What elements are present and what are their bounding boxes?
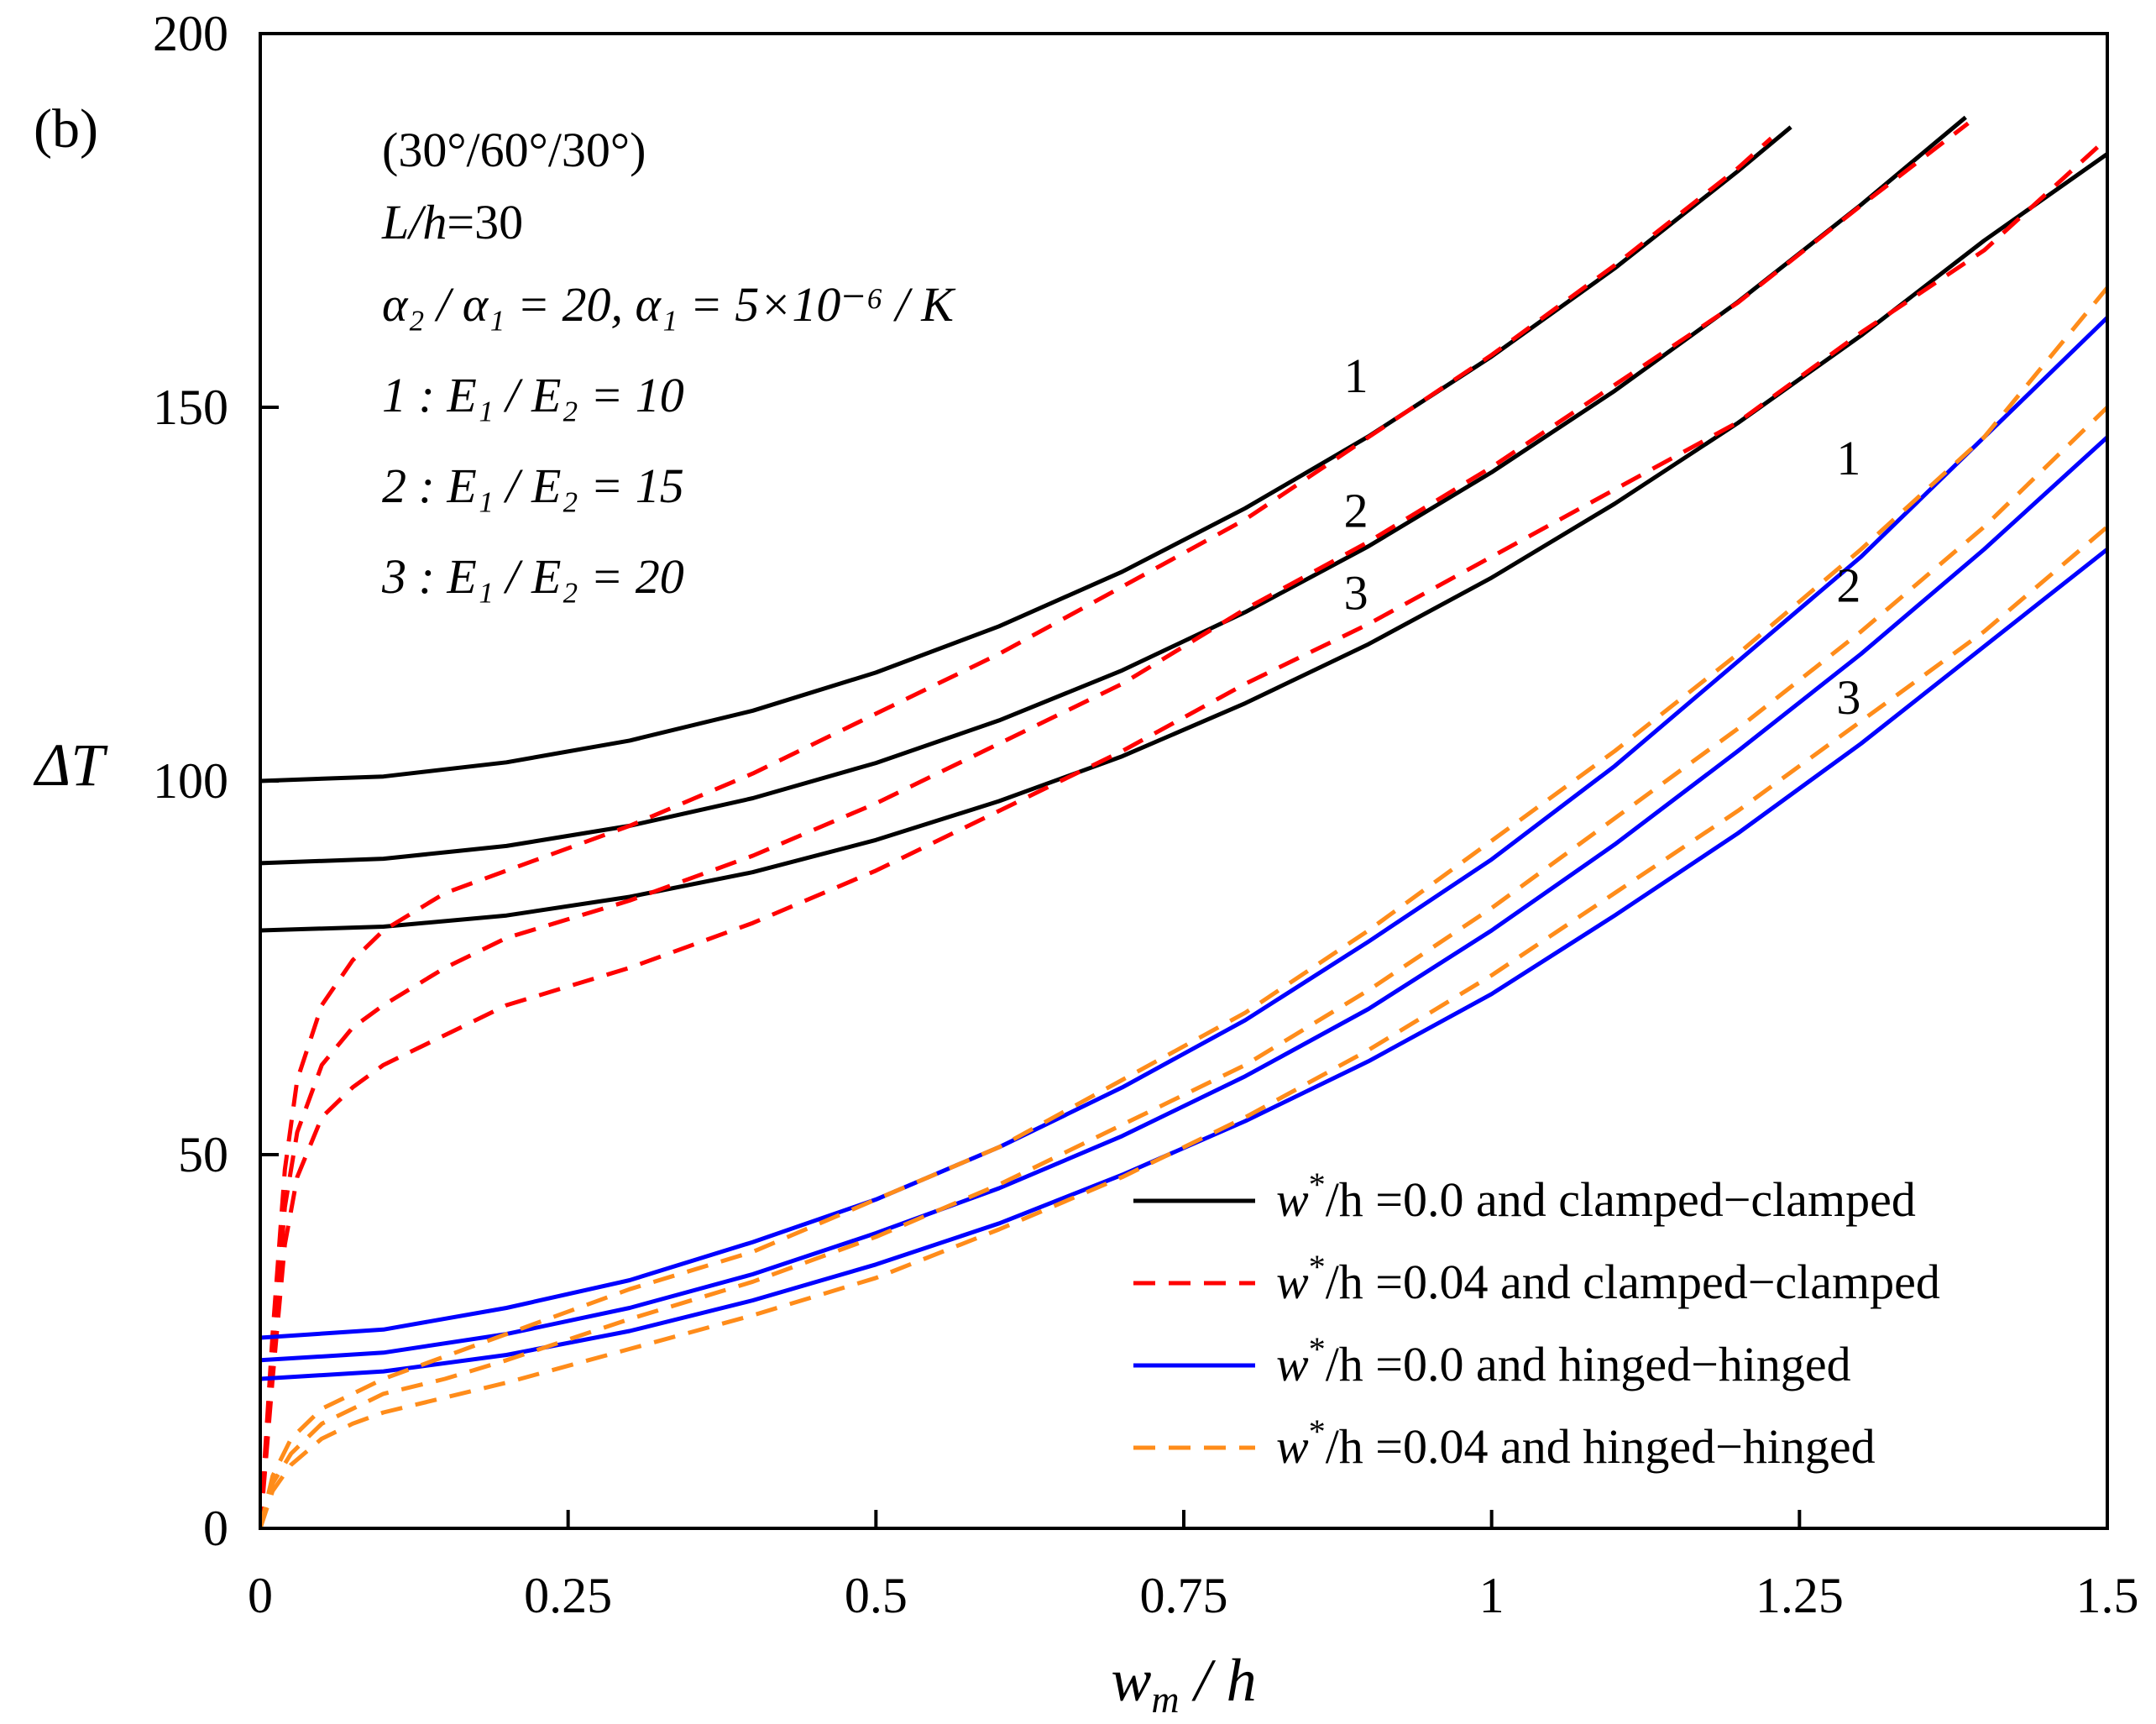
curve-number-label: 1 bbox=[1344, 348, 1368, 403]
series-line bbox=[260, 435, 2107, 1363]
slenderness-annotation: L/h=30 bbox=[381, 195, 523, 249]
case-2-annotation: 2 : E₁ / E₂ = 15 bbox=[382, 459, 684, 513]
y-tick-label: 50 bbox=[178, 1127, 228, 1182]
x-tick-label: 1.25 bbox=[1756, 1568, 1844, 1623]
series-line bbox=[260, 316, 2107, 1340]
case-3-annotation: 3 : E₁ / E₂ = 20 bbox=[381, 549, 684, 604]
curve-labels: 1 2 3 1 2 3 bbox=[1344, 348, 1861, 725]
series-layer bbox=[260, 115, 2107, 1528]
y-tick-label: 100 bbox=[153, 753, 228, 809]
legend: w*/h =0.0 and clamped−clamped w*/h =0.04 … bbox=[1133, 1166, 1940, 1474]
y-axis: 0 50 100 150 200 bbox=[153, 6, 279, 1556]
series-line bbox=[260, 406, 2107, 1528]
x-tick-label: 1.5 bbox=[2076, 1568, 2139, 1623]
series-line bbox=[260, 525, 2107, 1528]
y-tick-label: 0 bbox=[203, 1501, 228, 1556]
x-tick-label: 0.25 bbox=[524, 1568, 612, 1623]
curve-number-label: 3 bbox=[1836, 670, 1860, 725]
legend-entry-label: w*/h =0.04 and clamped−clamped bbox=[1276, 1248, 1940, 1309]
curve-number-label: 3 bbox=[1344, 565, 1368, 620]
curve-number-label: 1 bbox=[1836, 431, 1860, 485]
y-tick-label: 150 bbox=[153, 380, 228, 435]
curve-number-label: 2 bbox=[1836, 558, 1860, 612]
panel-label: (b) bbox=[34, 98, 98, 160]
x-axis: 0 0.25 0.5 0.75 1 1.25 1.5 bbox=[248, 1510, 2139, 1623]
curve-number-label: 2 bbox=[1344, 483, 1368, 537]
x-tick-label: 0.5 bbox=[845, 1568, 908, 1623]
legend-entry-label: w*/h =0.0 and clamped−clamped bbox=[1276, 1166, 1916, 1227]
annotation-block: (30°/60°/30°) L/h=30 α₂ / α₁ = 20, α₁ = … bbox=[381, 123, 956, 604]
x-axis-label-var: w bbox=[1111, 1647, 1151, 1714]
layup-annotation: (30°/60°/30°) bbox=[382, 123, 646, 177]
x-tick-label: 0 bbox=[248, 1568, 273, 1623]
legend-entry-label: w*/h =0.0 and hinged−hinged bbox=[1276, 1330, 1851, 1391]
y-tick-label: 200 bbox=[153, 6, 228, 61]
slenderness-val: =30 bbox=[447, 195, 523, 249]
series-line bbox=[260, 286, 2107, 1528]
series-line bbox=[260, 121, 1970, 1528]
alpha-annotation: α₂ / α₁ = 20, α₁ = 5×10⁻⁶ / K bbox=[382, 277, 956, 332]
series-line bbox=[260, 152, 2107, 933]
y-axis-label: ΔT bbox=[33, 731, 108, 799]
x-axis-label-rest: / h bbox=[1180, 1647, 1257, 1714]
x-tick-label: 0.75 bbox=[1140, 1568, 1228, 1623]
case-1-annotation: 1 : E₁ / E₂ = 10 bbox=[382, 368, 684, 422]
x-axis-label-sub: m bbox=[1151, 1678, 1179, 1721]
slenderness-var: L/h bbox=[381, 195, 447, 249]
x-tick-label: 1 bbox=[1479, 1568, 1504, 1623]
x-axis-label: wm / h bbox=[1111, 1647, 1256, 1721]
legend-entry-label: w*/h =0.04 and hinged−hinged bbox=[1276, 1412, 1876, 1474]
series-line bbox=[260, 125, 1792, 783]
series-line bbox=[260, 115, 1967, 866]
series-line bbox=[260, 136, 1773, 1528]
series-line bbox=[260, 136, 2107, 1528]
